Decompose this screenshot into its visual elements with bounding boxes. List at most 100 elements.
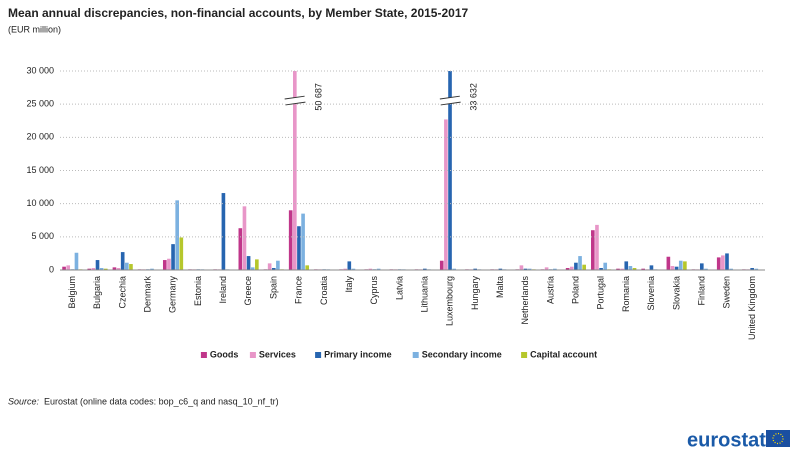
bar <box>250 267 255 270</box>
x-tick-label: Slovakia <box>671 276 681 310</box>
value-label: 33 632 <box>469 83 479 111</box>
y-tick-label: 15 000 <box>26 165 54 175</box>
x-tick-label: Spain <box>268 276 278 299</box>
source-label: Source: <box>8 396 40 406</box>
legend-label: Primary income <box>324 349 392 359</box>
bar <box>649 265 654 270</box>
bar <box>544 267 549 270</box>
source: Eurostat (online data codes: bop_c6_q an… <box>44 396 279 406</box>
bar <box>347 261 352 270</box>
bar <box>171 244 175 270</box>
bar <box>439 260 444 270</box>
bar <box>444 119 448 270</box>
bar <box>721 255 725 270</box>
bar <box>255 259 259 270</box>
bar <box>616 268 620 270</box>
bar <box>473 268 478 270</box>
x-tick-label: Greece <box>243 276 253 306</box>
y-tick-label: 20 000 <box>26 132 54 142</box>
x-tick-label: Ireland <box>218 276 228 304</box>
x-tick-label: Sweden <box>722 276 732 309</box>
x-tick-label: Belgium <box>67 276 77 309</box>
legend-swatch <box>412 352 419 358</box>
bar <box>62 266 66 270</box>
bar <box>112 267 117 270</box>
x-tick-label: Austria <box>545 276 555 304</box>
bar <box>553 268 557 270</box>
x-tick-label: Cyprus <box>369 276 379 305</box>
bar <box>305 265 310 270</box>
x-tick-label: Czechia <box>117 276 127 309</box>
x-tick-label: Italy <box>344 276 354 293</box>
bar <box>716 257 721 270</box>
bar <box>125 262 129 270</box>
bar <box>116 268 121 270</box>
x-tick-label: Malta <box>495 276 505 298</box>
x-tick-label: Finland <box>696 276 706 306</box>
bar <box>620 268 624 270</box>
bar <box>729 268 733 270</box>
bar <box>288 210 293 270</box>
x-tick-label: Poland <box>571 276 581 304</box>
x-tick-label: Slovenia <box>646 276 656 311</box>
x-tick-label: Croatia <box>319 276 329 305</box>
x-tick-label: Hungary <box>470 276 480 311</box>
bar <box>624 261 629 270</box>
x-tick-label: United Kingdom <box>747 276 757 340</box>
bar <box>452 268 456 270</box>
bar <box>569 266 574 270</box>
bar <box>527 268 532 270</box>
eu-flag <box>766 430 790 447</box>
axis-break-line <box>284 95 305 100</box>
bar <box>150 268 154 270</box>
bar <box>267 263 272 270</box>
bar <box>754 268 759 270</box>
x-tick-label: Latvia <box>394 276 404 300</box>
bar <box>423 268 427 270</box>
bar <box>704 268 708 270</box>
bar <box>179 237 184 270</box>
x-tick-label: Luxembourg <box>445 276 455 326</box>
bar <box>91 268 96 270</box>
bar <box>498 268 503 270</box>
bar <box>246 256 251 270</box>
y-tick-label: 30 000 <box>26 65 54 75</box>
bar <box>238 228 243 270</box>
bar <box>750 268 754 270</box>
bar <box>628 266 633 270</box>
chart-subtitle: (EUR million) <box>8 24 61 34</box>
bar <box>74 252 79 270</box>
y-tick-label: 0 <box>49 264 54 274</box>
bar <box>670 266 675 270</box>
legend-swatch <box>200 352 207 358</box>
legend-swatch <box>249 352 256 358</box>
bar <box>271 268 276 270</box>
bar <box>276 260 280 270</box>
x-tick-label: Estonia <box>193 276 203 306</box>
bar <box>641 268 646 270</box>
bar <box>599 268 603 270</box>
bar <box>582 264 586 270</box>
bar <box>603 262 608 270</box>
legend-label: Secondary income <box>422 349 502 359</box>
bar <box>129 264 133 270</box>
bar <box>87 268 92 270</box>
value-label: 50 687 <box>314 83 324 111</box>
bar <box>167 258 171 270</box>
bar <box>175 200 179 270</box>
bar <box>293 71 297 270</box>
x-tick-label: Lithuania <box>419 276 429 313</box>
x-tick-label: Bulgaria <box>92 276 102 309</box>
bar <box>368 268 373 270</box>
bar <box>351 268 356 270</box>
bar <box>591 230 595 270</box>
bar <box>376 268 381 270</box>
legend-swatch <box>521 352 528 358</box>
axis-break-line <box>439 95 460 100</box>
bar <box>699 263 704 270</box>
bar <box>162 260 167 270</box>
y-tick-label: 10 000 <box>26 198 54 208</box>
bar <box>519 265 524 270</box>
bar <box>523 268 528 270</box>
